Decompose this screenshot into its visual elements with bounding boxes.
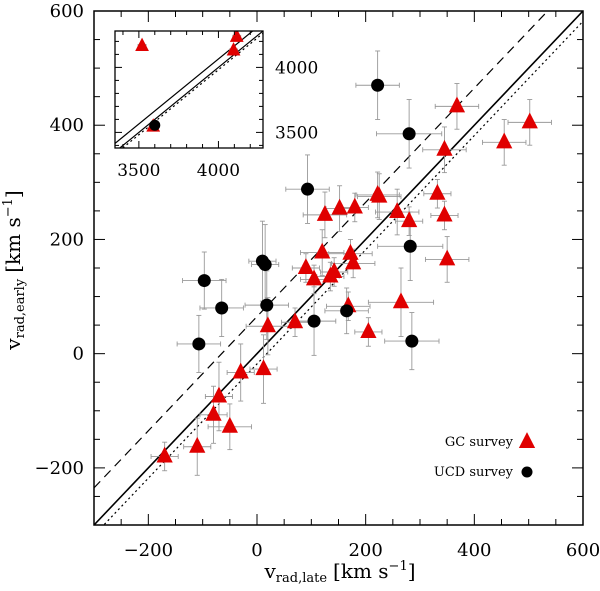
inset-line-fit	[121, 32, 263, 148]
point-gc-18	[345, 253, 362, 270]
point-gc-8	[286, 312, 304, 329]
point-gc-14	[326, 262, 343, 278]
y-axis-label-units: [km s	[1, 217, 25, 273]
point-gc-12	[314, 242, 331, 259]
point-gc-22	[371, 186, 388, 203]
point-ucd-7	[307, 314, 321, 328]
y-tick-label-0: −200	[35, 458, 84, 479]
point-ucd-12	[405, 334, 419, 348]
x-axis-label-main: v	[263, 559, 276, 583]
point-gc-5	[232, 362, 249, 379]
inset-frame	[114, 30, 264, 149]
point-gc-9	[297, 258, 315, 274]
point-ucd-11	[403, 239, 417, 253]
axis-ticks	[93, 10, 584, 526]
point-gc-16	[346, 197, 363, 214]
x-tick-label-0: −200	[124, 540, 173, 561]
point-gc-26	[429, 183, 446, 200]
y-tick-label-4: 600	[50, 1, 84, 22]
inset-content	[115, 31, 263, 148]
axis-tick-labels: −200 0 200 400 600 −200 0 200 400 600 3500 4000 3500…	[35, 1, 600, 561]
point-gc-0	[156, 446, 173, 463]
point-gc-25	[401, 211, 418, 228]
y-axis-label-close: ]	[1, 190, 25, 198]
x-tick-label-3: 400	[457, 540, 491, 561]
point-gc-2	[210, 386, 228, 403]
inset-point-triangle-2	[226, 42, 241, 56]
y-axis-label-sub: rad,early	[13, 278, 28, 338]
inset-point-triangle-0	[135, 37, 149, 52]
point-ucd-4	[258, 258, 272, 272]
point-gc-1	[189, 436, 206, 453]
point-ucd-0	[192, 337, 206, 351]
point-gc-31	[496, 132, 513, 149]
point-gc-6	[255, 359, 272, 376]
point-ucd-2	[215, 301, 229, 315]
point-gc-4	[221, 416, 238, 433]
point-gc-23	[389, 202, 406, 219]
legend-marker-1	[521, 466, 533, 478]
legend: GC survey UCD survey	[434, 432, 536, 480]
inset-line-offset	[115, 31, 254, 144]
point-ucd-5	[260, 298, 274, 312]
point-gc-17	[342, 243, 359, 260]
point-gc-30	[448, 96, 466, 113]
legend-label-0: GC survey	[445, 435, 514, 450]
inset-x-tick-label-1: 4000	[197, 161, 240, 181]
point-ucd-9	[371, 78, 385, 92]
x-tick-label-4: 600	[566, 540, 600, 561]
x-axis-label-close: ]	[408, 559, 416, 583]
x-tick-label-2: 200	[348, 540, 382, 561]
x-axis-label-sub: rad,late	[276, 571, 328, 586]
y-tick-label-3: 400	[50, 115, 84, 136]
point-gc-28	[436, 139, 453, 156]
point-ucd-6	[301, 182, 315, 196]
x-tick-label-1: 0	[251, 540, 262, 561]
point-ucd-1	[197, 274, 211, 288]
line-offset	[94, 11, 549, 489]
y-axis-label-exp: −1	[1, 198, 16, 217]
x-axis-label-units: [km s	[333, 559, 389, 583]
inset-x-tick-label-0: 3500	[117, 161, 160, 181]
y-tick-label-2: 200	[50, 229, 84, 250]
point-gc-15	[331, 198, 348, 215]
inset-line-one-to-one	[118, 31, 263, 148]
legend-label-1: UCD survey	[434, 465, 514, 480]
point-gc-10	[305, 269, 323, 286]
y-axis-label: vrad,early [km s−1]	[1, 190, 28, 350]
legend-marker-0	[518, 432, 536, 448]
point-gc-3	[205, 404, 222, 421]
point-ucd-10	[402, 127, 416, 141]
line-one-to-one	[94, 11, 583, 525]
inset-y-tick-label-1: 4000	[275, 58, 318, 78]
point-gc-24	[392, 292, 410, 309]
inset-point-triangle-1	[229, 31, 244, 42]
main-reference-lines	[94, 11, 583, 525]
point-gc-27	[436, 205, 453, 222]
y-axis-label-main: v	[1, 338, 25, 351]
point-ucd-8	[340, 304, 354, 318]
point-gc-29	[439, 249, 456, 266]
point-gc-20	[360, 322, 377, 338]
line-fit	[102, 20, 583, 525]
x-axis-label-exp: −1	[389, 559, 408, 574]
y-tick-label-1: 0	[73, 344, 84, 365]
main-points	[156, 78, 538, 463]
point-gc-11	[316, 205, 334, 221]
point-gc-32	[521, 112, 538, 129]
x-axis-label: vrad,late [km s−1]	[263, 559, 415, 586]
inset-point-circle-4	[149, 119, 161, 131]
point-gc-7	[259, 316, 276, 333]
inset-y-tick-label-0: 3500	[275, 123, 318, 143]
